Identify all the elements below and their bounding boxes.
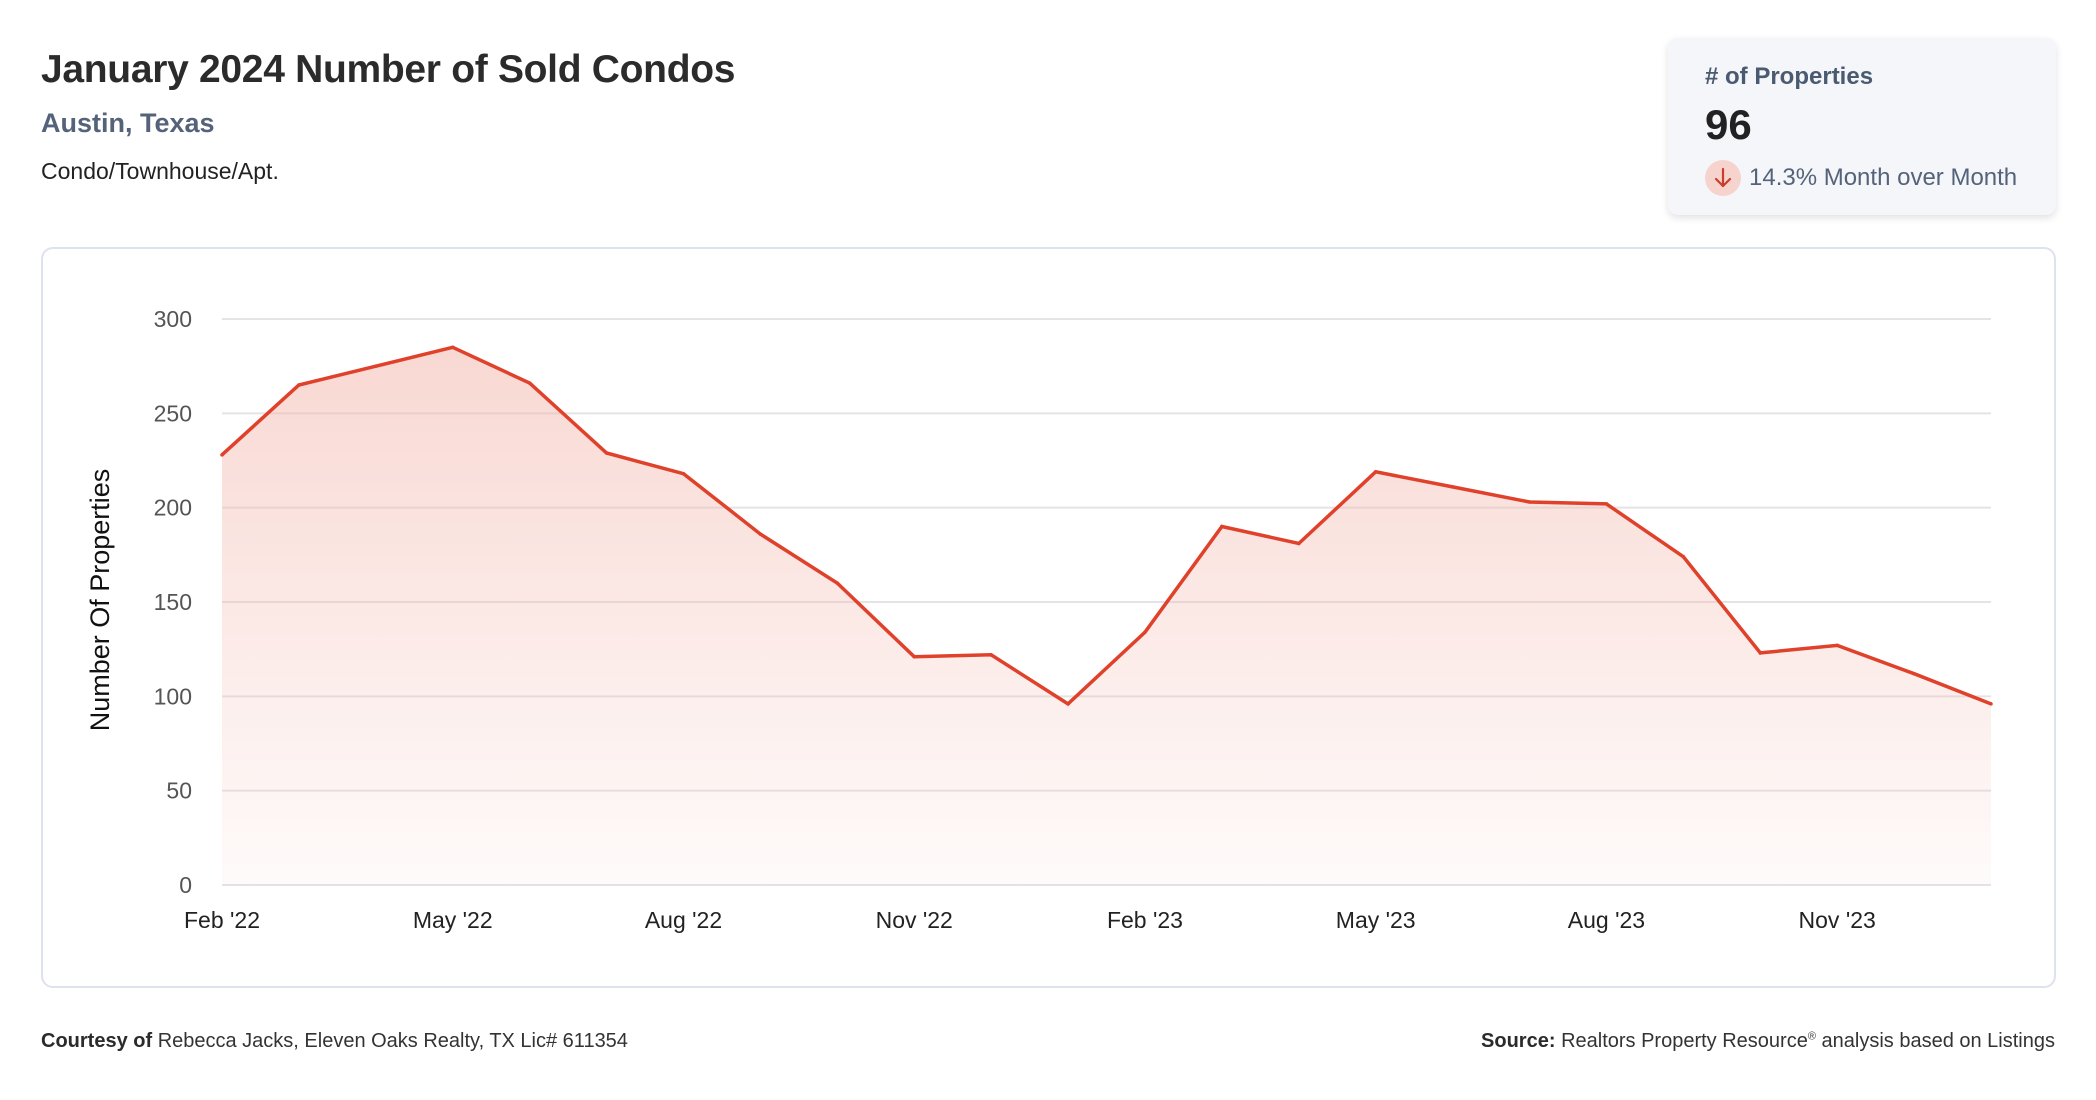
- data-point[interactable]: May '22: 285: [450, 345, 455, 350]
- courtesy-label: Courtesy of: [41, 1030, 153, 1052]
- stat-card: # of Properties 96 14.3% Month over Mont…: [1668, 38, 2056, 215]
- data-point[interactable]: Aug '22: 218: [681, 471, 686, 476]
- data-point[interactable]: Dec '22: 122: [989, 653, 993, 657]
- data-point[interactable]: Nov '23: 127: [1835, 643, 1839, 648]
- arrow-down-icon: [1705, 160, 1741, 196]
- data-point[interactable]: Jul '22: 229: [604, 451, 609, 455]
- page-title: January 2024 Number of Sold Condos: [41, 48, 736, 91]
- source-footer: Source: Realtors Property Resource® anal…: [1481, 1030, 2055, 1053]
- data-point[interactable]: Jul '23: 203: [1527, 500, 1532, 504]
- data-point[interactable]: Mar '22: 265: [297, 383, 301, 387]
- data-point[interactable]: Feb '22: 228: [220, 453, 224, 457]
- y-axis-label: Number Of Properties: [85, 469, 115, 732]
- data-point[interactable]: Apr '22: 275: [374, 364, 378, 368]
- stat-value: 96: [1705, 101, 1752, 148]
- x-tick-label: Feb '22: [184, 907, 260, 933]
- data-point[interactable]: Oct '23: 123: [1758, 651, 1763, 655]
- registered-mark: ®: [1807, 1030, 1816, 1043]
- source-label: Source:: [1481, 1030, 1556, 1052]
- data-point[interactable]: Sep '23: 174: [1681, 554, 1686, 559]
- data-point[interactable]: Mar '23: 190: [1220, 524, 1224, 529]
- x-tick-label: May '23: [1336, 907, 1416, 933]
- data-point[interactable]: May '23: 219: [1373, 470, 1378, 474]
- location-subtitle: Austin, Texas: [41, 108, 215, 138]
- y-tick-label: 300: [154, 306, 192, 332]
- property-type-label: Condo/Townhouse/Apt.: [41, 158, 279, 184]
- stat-change: 14.3% Month over Month: [1705, 160, 2017, 196]
- x-tick-label: May '22: [413, 907, 493, 933]
- source-text-post: analysis based on Listings: [1821, 1030, 2055, 1052]
- y-tick-label: 50: [166, 778, 192, 804]
- area-fill: [222, 347, 1991, 885]
- line-area-chart: 0 50 100 150 200 250 300 Feb '22: 228 Mar '22: …: [85, 306, 1993, 933]
- data-point[interactable]: Aug '23: 202: [1604, 502, 1609, 506]
- data-point[interactable]: Nov '22: 121: [912, 654, 916, 659]
- courtesy-text: Rebecca Jacks, Eleven Oaks Realty, TX Li…: [157, 1030, 628, 1052]
- y-tick-label: 200: [154, 495, 192, 521]
- data-point[interactable]: Sep '22: 186: [758, 532, 763, 536]
- x-tick-labels: Feb '22 May '22 Aug '22 Nov '22 Feb '23 May '…: [184, 907, 1876, 933]
- y-tick-label: 250: [154, 400, 192, 426]
- y-tick-label: 100: [154, 683, 192, 709]
- data-point[interactable]: Feb '23: 134: [1143, 630, 1147, 634]
- data-point[interactable]: Apr '23: 181: [1297, 541, 1301, 546]
- x-tick-label: Nov '23: [1799, 907, 1876, 933]
- series-line: [220, 345, 1992, 707]
- data-point[interactable]: Dec '23: 112: [1912, 671, 1916, 676]
- data-point[interactable]: Jun '22: 266: [527, 381, 532, 385]
- data-point[interactable]: Jan '24: 96: [1989, 702, 1993, 706]
- x-tick-label: Aug '22: [645, 907, 722, 933]
- courtesy-footer: Courtesy of Rebecca Jacks, Eleven Oaks R…: [41, 1030, 628, 1053]
- x-tick-label: Nov '22: [876, 907, 953, 933]
- stat-label: # of Properties: [1705, 63, 1874, 90]
- data-points: Feb '22: 228 Mar '22: 265 Apr '22: 275 May …: [220, 345, 1993, 706]
- y-tick-label: 150: [154, 589, 192, 615]
- x-tick-label: Aug '23: [1568, 907, 1645, 933]
- y-tick-labels: 0 50 100 150 200 250 300: [154, 306, 192, 898]
- change-text: 14.3% Month over Month: [1749, 164, 2018, 191]
- x-tick-label: Feb '23: [1107, 907, 1183, 933]
- data-point[interactable]: Oct '22: 160: [835, 581, 840, 585]
- data-point[interactable]: Jun '23: 211: [1450, 485, 1455, 489]
- data-point[interactable]: Jan '23: 96: [1066, 702, 1070, 706]
- y-tick-label: 0: [179, 872, 192, 898]
- source-text: Realtors Property Resource: [1561, 1030, 1808, 1052]
